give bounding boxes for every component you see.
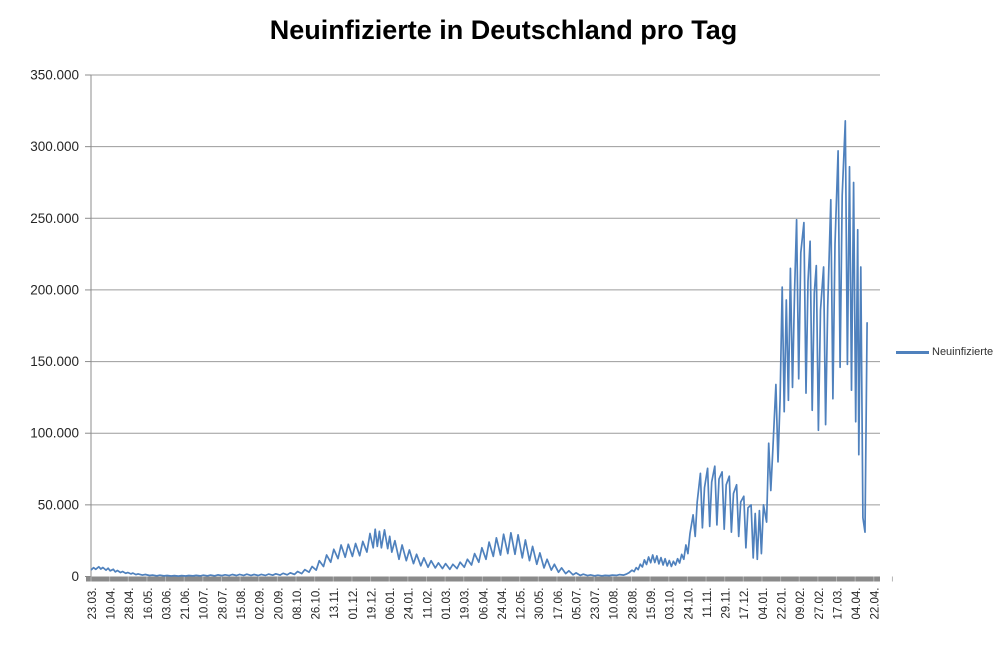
x-axis-label: 10.04. [106,588,118,620]
x-axis-label: 17.03. [832,588,844,620]
x-axis-label: 15.08. [236,588,248,620]
x-axis-label: 08.10. [292,588,304,620]
x-axis-label: 17.12. [739,588,751,620]
x-axis-label: 04.01. [758,588,770,620]
x-axis-label: 20.09. [273,588,285,620]
x-axis-label: 17.06. [553,588,565,620]
x-axis-label: 24.04. [497,588,509,620]
x-axis-label: 24.10. [683,588,695,620]
x-axis-label: 06.01. [385,588,397,620]
x-axis-label: 03.10. [665,588,677,620]
x-axis-label: 01.12. [348,588,360,620]
x-axis-label: 19.03. [460,588,472,620]
series-line [90,120,868,577]
x-axis-label: 19.12. [366,588,378,620]
x-axis-label: 04.04. [851,588,863,620]
x-axis-label: 24.01. [404,588,416,620]
x-axis-label: 23.03. [87,588,99,620]
x-axis-label: 27.02. [814,588,826,620]
x-axis-label: 16.05. [143,588,155,620]
x-axis-label: 10.08. [609,588,621,620]
x-axis-label: 02.09. [255,588,267,620]
x-axis-label: 06.04. [478,588,490,620]
x-axis-label: 12.05. [516,588,528,620]
x-axis-label: 28.04. [124,588,136,620]
x-axis-label: 26.10. [311,588,323,620]
legend: Neuinfizierte [896,346,993,358]
y-axis-label: 50.000 [38,497,79,512]
x-axis-band [86,576,880,582]
x-axis-label: 13.11. [329,588,341,619]
legend-series-label: Neuinfizierte [932,346,994,358]
x-axis-label: 15.09. [646,588,658,620]
x-axis-label: 21.06. [180,588,192,620]
x-axis-label: 11.02. [422,588,434,619]
y-axis-label: 200.000 [30,282,79,297]
x-axis-label: 28.08. [627,588,639,620]
x-axis-label: 28.07. [217,588,229,620]
x-axis-label: 29.11. [721,588,733,619]
x-axis-label: 09.02. [795,588,807,620]
y-axis-label: 100.000 [30,426,79,441]
x-axis-label: 03.06. [161,588,173,620]
y-axis-label: 150.000 [30,354,79,369]
y-axis-label: 250.000 [30,211,79,226]
x-axis-label: 05.07. [571,588,583,620]
y-axis-label: 0 [71,569,79,584]
x-axis-label: 01.03. [441,588,453,620]
x-axis-label: 11.11. [702,588,714,618]
chart-title: Neuinfizierte in Deutschland pro Tag [269,15,738,45]
y-axis-label: 350.000 [30,68,79,83]
x-axis-label: 22.04. [870,588,882,620]
x-axis-label: 30.05. [534,588,546,620]
y-axis-label: 300.000 [30,139,79,154]
x-axis-label: 10.07. [199,588,211,620]
legend-series-line-icon [896,350,929,354]
x-axis-label: 23.07. [590,588,602,620]
x-axis-label: 22.01. [776,588,788,620]
